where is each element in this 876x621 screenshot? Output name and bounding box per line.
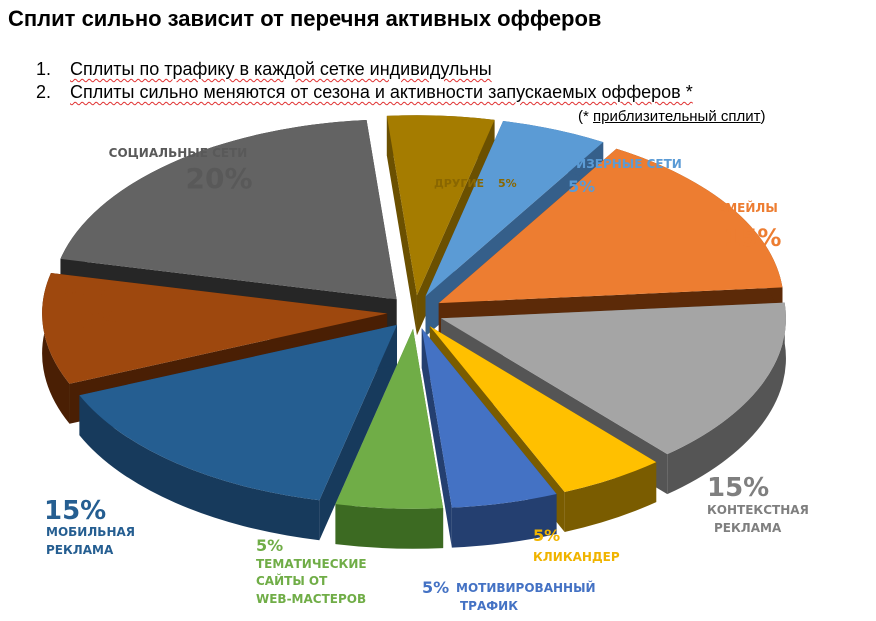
label-name-context-line2: РЕКЛАМА (714, 521, 782, 535)
label-value-motivated: 5% (422, 578, 449, 597)
slice-top (429, 326, 657, 492)
pie-slice (335, 328, 444, 549)
label-name-context-line1: КОНТЕКСТНАЯ (707, 503, 809, 517)
label-value-emails: 15% (724, 224, 781, 252)
notes-list: 1. Сплиты по трафику в каждой сетке индив… (36, 58, 693, 104)
slice-top (425, 121, 604, 297)
footnote: (* приблизительный сплит) (578, 108, 766, 125)
label-name-thematic-line1: ТЕМАТИЧЕСКИЕ (256, 557, 367, 571)
label-value-mobile: 15% (44, 496, 106, 526)
label-value-social: 20% (185, 162, 252, 195)
slice-rim (564, 462, 657, 532)
footnote-text: приблизительный сплит (593, 108, 761, 125)
label-name-emails: ЕМЕЙЛЫ (717, 200, 778, 215)
label-name-motivated-line2: ТРАФИК (460, 599, 518, 613)
label-value-thematic: 5% (256, 536, 283, 555)
slice-wall (421, 328, 452, 548)
slice-top (42, 272, 388, 384)
note-item: 1. Сплиты по трафику в каждой сетке индив… (36, 58, 693, 81)
slice-top (421, 328, 557, 508)
label-name-teaser: ТИЗЕРНЫЕ СЕТИ (568, 157, 682, 171)
label-name-thematic-line2: САЙТЫ ОТ (256, 573, 328, 588)
slice-top (335, 328, 444, 509)
note-item: 2. Сплиты сильно меняются от сезона и акт… (36, 81, 693, 104)
label-name-social: СОЦИАЛЬНЫЕ СЕТИ (109, 146, 248, 160)
slice-rim (79, 395, 320, 541)
label-value-teaser: 5% (568, 177, 595, 196)
label-name-mobile-line2: РЕКЛАМА (46, 543, 114, 557)
slide-title: Сплит сильно зависит от перечня активных… (8, 6, 602, 31)
slice-top (438, 148, 783, 304)
label-value-video: 10% (64, 309, 117, 334)
slice-wall (386, 115, 417, 336)
note-number: 1. (36, 59, 52, 79)
slice-top (79, 324, 398, 501)
label-name-motivated-line1: МОТИВИРОВАННЫЙ (456, 580, 596, 595)
slice-top (60, 120, 397, 300)
slice-rim (667, 302, 786, 495)
label-name-thematic-line3: WEB-МАСТЕРОВ (256, 592, 366, 606)
note-number: 2. (36, 82, 52, 102)
slice-labels: СОЦИАЛЬНЫЕ СЕТИ 20% ДРУГИЕ 5% ТИЗЕРНЫЕ С… (44, 146, 809, 613)
label-value-context: 15% (707, 473, 769, 503)
pie-slices (42, 115, 786, 549)
label-value-other: 5% (498, 177, 517, 190)
note-text: Сплиты по трафику в каждой сетке индивид… (70, 59, 492, 79)
note-text: Сплиты сильно меняются от сезона и актив… (70, 82, 693, 102)
pie-slice (421, 328, 557, 548)
label-name-clickunder: КЛИКАНДЕР (533, 550, 620, 564)
label-name-video: ВИДЕО (60, 286, 108, 300)
label-value-clickunder: 5% (533, 526, 560, 545)
slice-top (386, 115, 495, 296)
label-name-mobile-line1: МОБИЛЬНАЯ (46, 525, 135, 539)
pie-slice (79, 324, 398, 541)
footnote-suffix: ) (760, 108, 766, 125)
footnote-prefix: (* (578, 108, 593, 125)
label-name-other: ДРУГИЕ (434, 177, 484, 190)
slice-top (440, 302, 786, 455)
slice-rim (335, 504, 444, 549)
slice-rim (451, 493, 557, 548)
slice-wall (319, 324, 398, 541)
